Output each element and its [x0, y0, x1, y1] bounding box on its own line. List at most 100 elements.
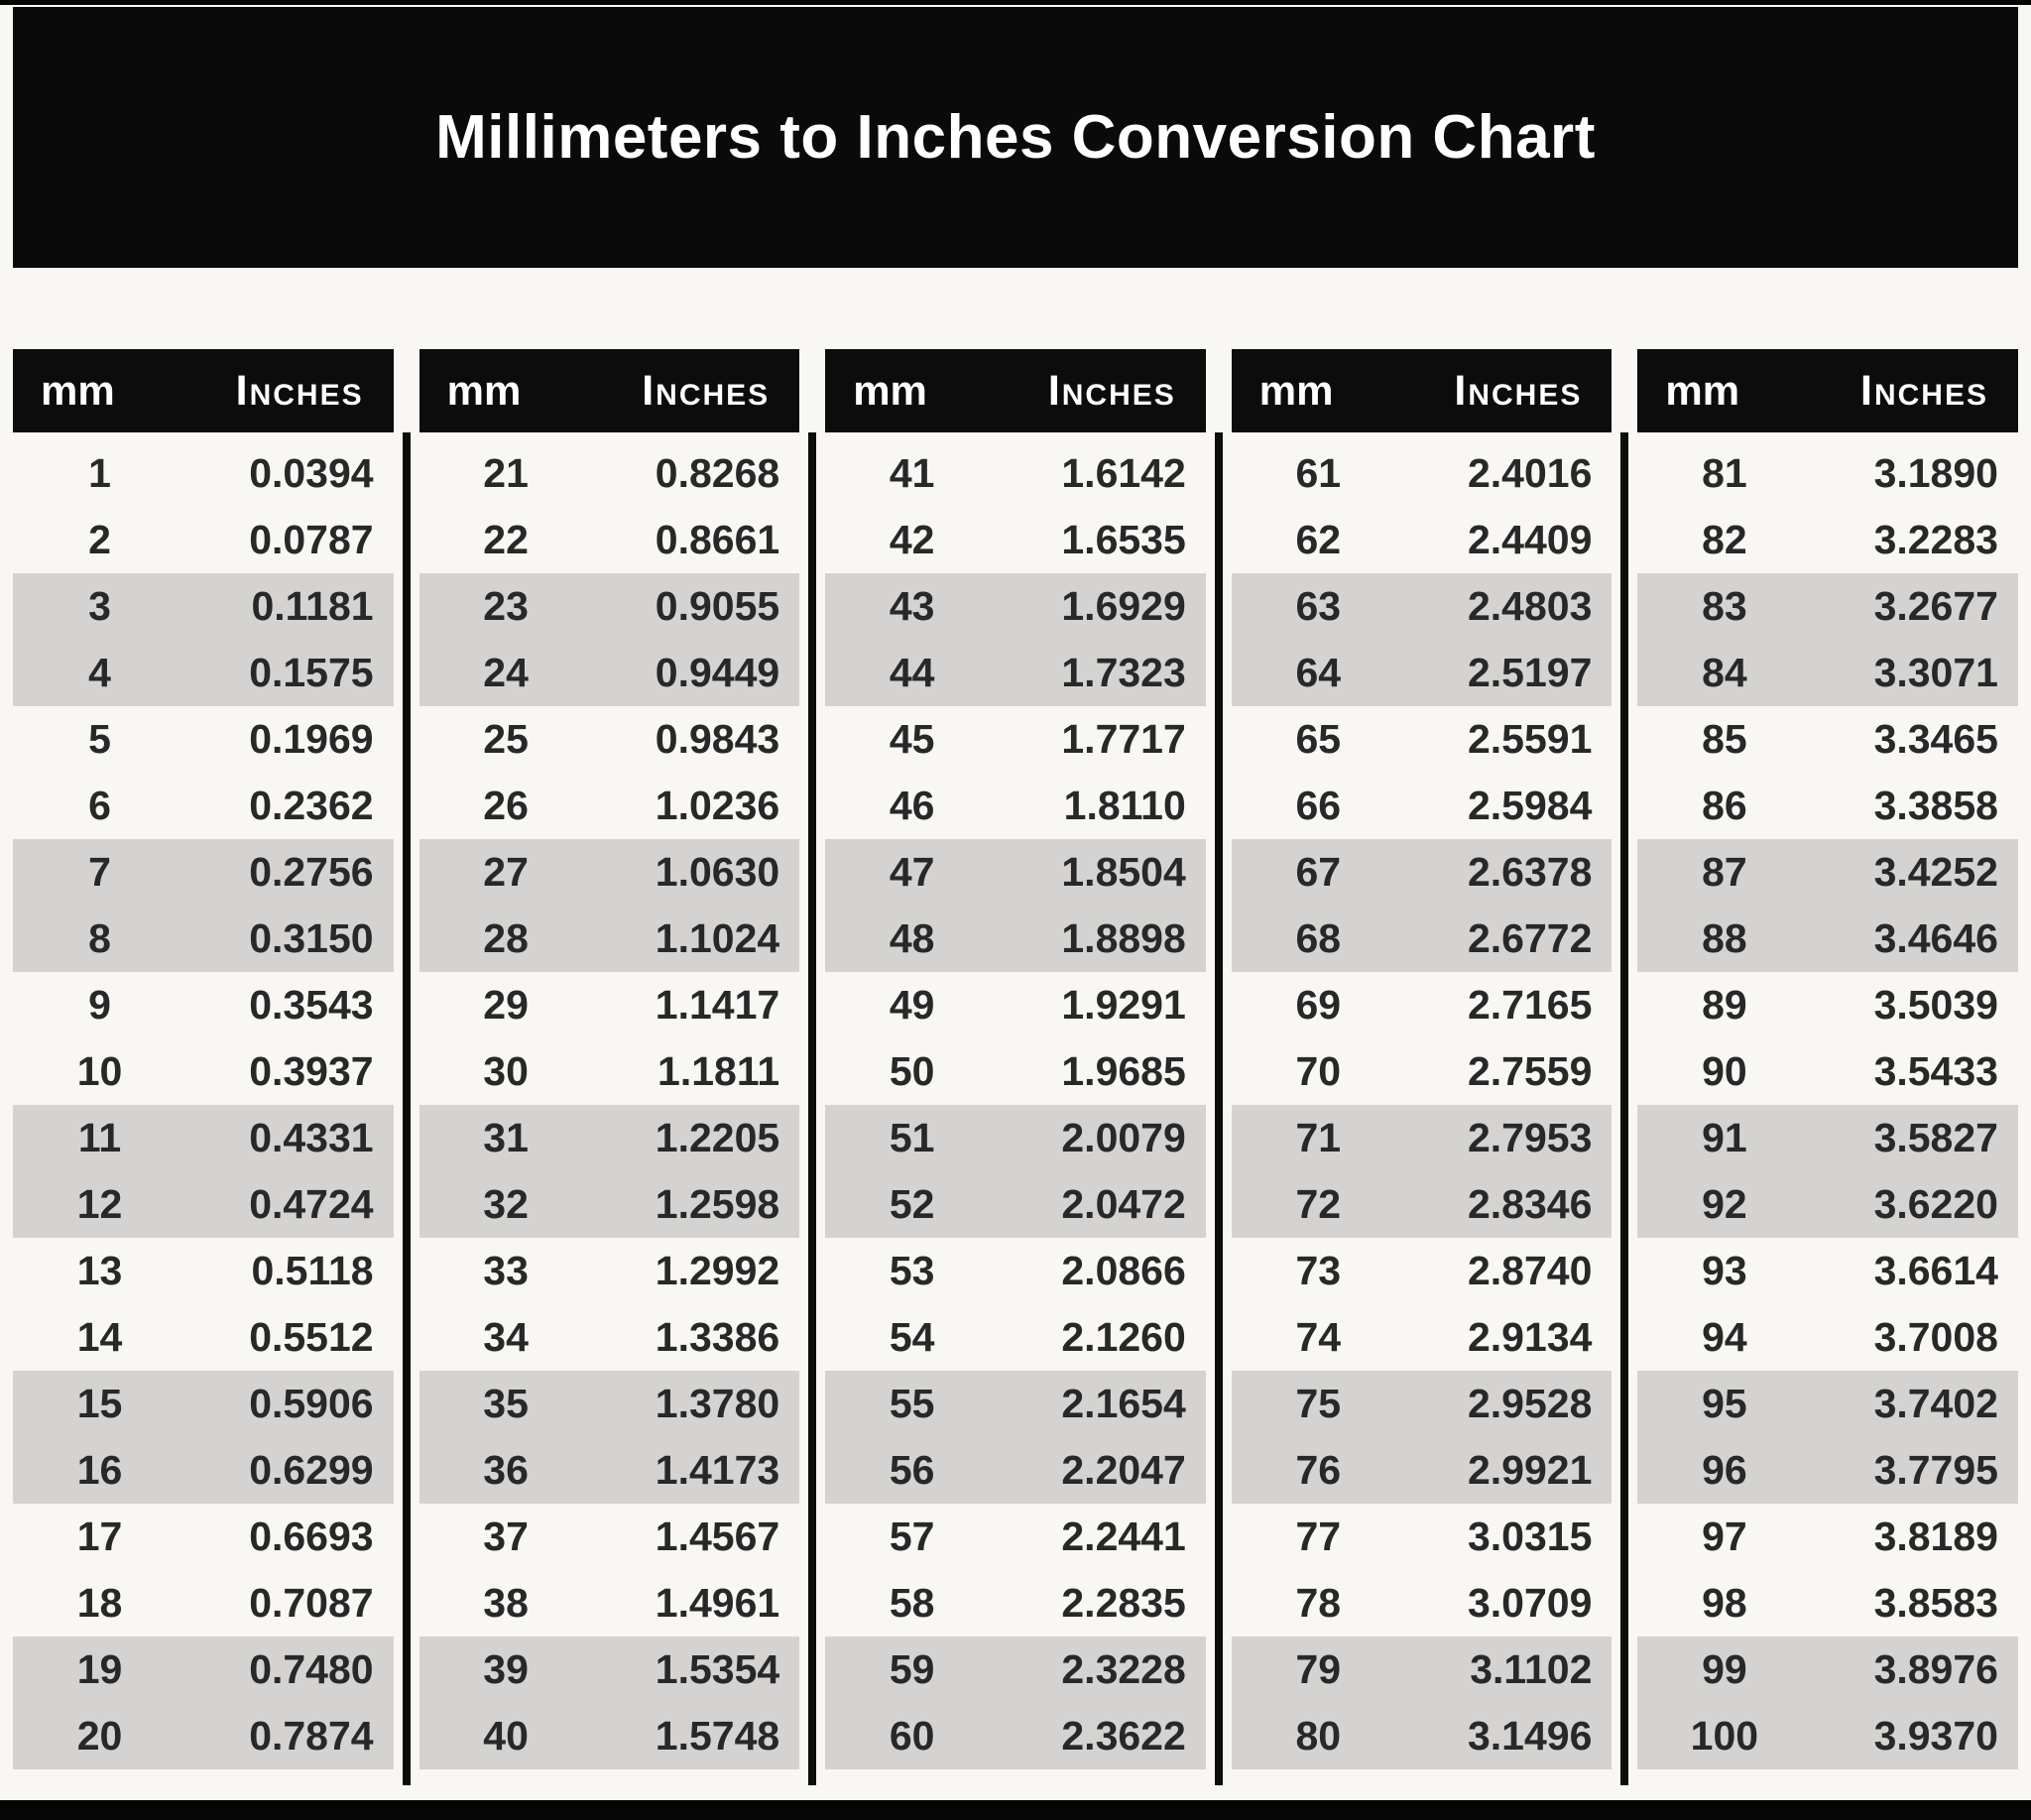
inches-value: 0.7480 — [249, 1646, 374, 1692]
mm-value: 1 — [88, 450, 111, 496]
table-row: 23 0.9055 — [418, 573, 800, 640]
mm-value: 3 — [88, 583, 111, 629]
mm-value: 85 — [1702, 716, 1747, 762]
header-mm-label: mm — [446, 367, 522, 414]
page-title: Millimeters to Inches Conversion Chart — [435, 103, 1596, 172]
mm-value: 13 — [76, 1248, 123, 1293]
table-row: 71 2.7953 — [1231, 1105, 1613, 1171]
table-row: 94 3.7008 — [1637, 1304, 2018, 1371]
table-row: 28 1.1024 — [418, 906, 800, 972]
inches-value: 2.9134 — [1467, 1314, 1593, 1360]
conversion-table: mm Inches 1 0.0394 2 0.0787 3 0.1181 4 0.1575 5 0… — [13, 349, 2018, 1785]
inches-value: 1.1417 — [655, 982, 780, 1028]
inches-value: 1.2598 — [655, 1181, 780, 1227]
table-row: 1 0.0394 — [13, 440, 394, 507]
table-row: 49 1.9291 — [825, 972, 1206, 1038]
inches-value: 1.8110 — [1063, 783, 1186, 828]
mm-value: 20 — [76, 1713, 123, 1759]
table-row: 86 3.3858 — [1637, 773, 2018, 839]
table-row: 34 1.3386 — [419, 1304, 800, 1371]
mm-value: 15 — [76, 1381, 123, 1426]
table-row: 30 1.1811 — [419, 1038, 800, 1105]
table-row: 100 3.9370 — [1637, 1703, 2018, 1769]
inches-value: 0.3150 — [249, 915, 374, 961]
table-row: 56 2.2047 — [825, 1437, 1206, 1504]
table-row: 98 3.8583 — [1637, 1570, 2018, 1637]
inches-value: 2.7559 — [1467, 1048, 1593, 1094]
inches-value: 0.8268 — [655, 450, 780, 496]
table-row: 97 3.8189 — [1637, 1504, 2018, 1570]
table-row: 60 2.3622 — [825, 1703, 1206, 1769]
mm-value: 67 — [1295, 849, 1342, 895]
mm-value: 93 — [1702, 1248, 1747, 1293]
table-row: 46 1.8110 — [825, 773, 1206, 839]
table-row: 78 3.0709 — [1232, 1570, 1613, 1637]
mm-value: 47 — [889, 849, 935, 895]
table-header: mm Inches — [418, 349, 800, 432]
table-row: 75 2.9528 — [1231, 1371, 1613, 1437]
table-column: mm Inches 1 0.0394 2 0.0787 3 0.1181 4 0.1575 5 0… — [13, 349, 411, 1785]
mm-value: 78 — [1295, 1580, 1342, 1626]
table-row: 25 0.9843 — [419, 706, 800, 773]
mm-value: 18 — [76, 1580, 123, 1626]
mm-value: 72 — [1295, 1181, 1342, 1227]
inches-value: 3.2283 — [1873, 517, 1998, 562]
mm-value: 98 — [1702, 1580, 1747, 1626]
table-row: 70 2.7559 — [1232, 1038, 1613, 1105]
inches-value: 0.7087 — [249, 1580, 374, 1626]
inches-value: 3.5433 — [1873, 1048, 1998, 1094]
mm-value: 64 — [1295, 650, 1342, 695]
column-rows: 41 1.6142 42 1.6535 43 1.6929 44 1.7323 45 1.7717… — [825, 440, 1206, 1769]
table-column: mm Inches 41 1.6142 42 1.6535 43 1.6929 44 1.73… — [825, 349, 1223, 1785]
table-row: 80 3.1496 — [1231, 1703, 1613, 1769]
mm-value: 21 — [483, 450, 529, 496]
table-row: 87 3.4252 — [1637, 839, 2018, 906]
table-row: 44 1.7323 — [825, 640, 1206, 706]
mm-value: 61 — [1295, 450, 1342, 496]
bottom-border — [0, 1800, 2031, 1820]
table-row: 45 1.7717 — [825, 706, 1206, 773]
mm-value: 22 — [483, 517, 529, 562]
inches-value: 1.0630 — [655, 849, 780, 895]
mm-value: 5 — [88, 716, 111, 762]
mm-value: 92 — [1702, 1181, 1747, 1227]
inches-value: 0.2362 — [249, 783, 374, 828]
inches-value: 0.1181 — [251, 583, 374, 629]
table-row: 9 0.3543 — [13, 972, 394, 1038]
mm-value: 32 — [483, 1181, 529, 1227]
mm-value: 62 — [1295, 517, 1342, 562]
inches-value: 2.1260 — [1061, 1314, 1186, 1360]
inches-value: 2.0079 — [1061, 1115, 1186, 1160]
table-row: 96 3.7795 — [1637, 1437, 2018, 1504]
table-row: 33 1.2992 — [419, 1238, 800, 1304]
table-row: 17 0.6693 — [13, 1504, 394, 1570]
table-row: 2 0.0787 — [13, 507, 394, 573]
table-column: mm Inches 21 0.8268 22 0.8661 23 0.9055 24 0.94… — [418, 349, 816, 1785]
table-row: 26 1.0236 — [419, 773, 800, 839]
inches-value: 2.6378 — [1467, 849, 1593, 895]
mm-value: 96 — [1702, 1447, 1747, 1493]
table-row: 88 3.4646 — [1637, 906, 2018, 972]
mm-value: 8 — [88, 915, 111, 961]
inches-value: 3.0709 — [1467, 1580, 1593, 1626]
inches-value: 1.8898 — [1061, 915, 1186, 961]
table-row: 99 3.8976 — [1637, 1637, 2018, 1703]
inches-value: 1.5354 — [655, 1646, 780, 1692]
inches-value: 3.1890 — [1873, 450, 1998, 496]
table-row: 68 2.6772 — [1231, 906, 1613, 972]
table-row: 20 0.7874 — [13, 1703, 394, 1769]
mm-value: 44 — [889, 650, 935, 695]
inches-value: 3.4646 — [1873, 915, 1998, 961]
table-column: mm Inches 81 3.1890 82 3.2283 83 3.2677 84 3.30… — [1637, 349, 2018, 1769]
inches-value: 1.4173 — [655, 1447, 780, 1493]
table-row: 13 0.5118 — [13, 1238, 394, 1304]
table-row: 32 1.2598 — [418, 1171, 800, 1238]
inches-value: 0.8661 — [655, 517, 780, 562]
table-row: 66 2.5984 — [1232, 773, 1613, 839]
table-row: 3 0.1181 — [13, 573, 394, 640]
mm-value: 89 — [1702, 982, 1747, 1028]
column-rows: 61 2.4016 62 2.4409 63 2.4803 64 2.5197 65 2.5591… — [1231, 440, 1613, 1769]
inches-value: 3.2677 — [1873, 583, 1998, 629]
mm-value: 82 — [1702, 517, 1747, 562]
mm-value: 14 — [76, 1314, 123, 1360]
